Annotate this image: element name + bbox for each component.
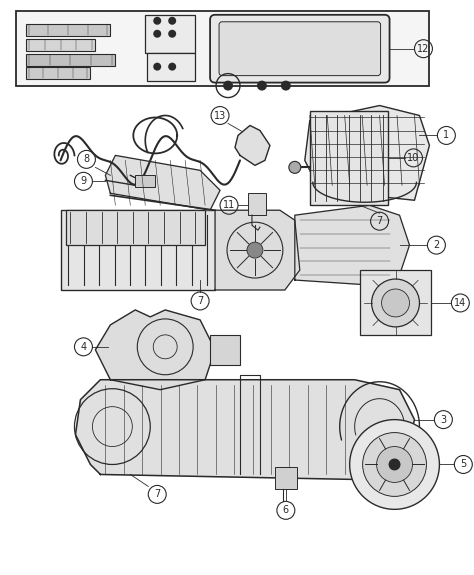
Circle shape: [153, 63, 161, 71]
FancyBboxPatch shape: [147, 53, 195, 80]
Polygon shape: [215, 210, 300, 290]
FancyBboxPatch shape: [275, 467, 297, 489]
Text: 8: 8: [83, 154, 90, 164]
Polygon shape: [95, 310, 215, 390]
FancyBboxPatch shape: [310, 110, 388, 205]
Text: 7: 7: [197, 296, 203, 306]
FancyBboxPatch shape: [65, 210, 205, 245]
Text: 1: 1: [443, 131, 449, 140]
FancyBboxPatch shape: [210, 15, 390, 83]
FancyBboxPatch shape: [145, 15, 195, 53]
Text: 11: 11: [223, 200, 235, 210]
FancyBboxPatch shape: [135, 175, 155, 187]
FancyBboxPatch shape: [248, 193, 266, 215]
Circle shape: [168, 17, 176, 25]
FancyBboxPatch shape: [26, 24, 110, 36]
Polygon shape: [305, 106, 429, 200]
Text: 10: 10: [407, 153, 419, 163]
Circle shape: [257, 81, 267, 91]
Polygon shape: [235, 125, 270, 166]
Text: 6: 6: [283, 505, 289, 515]
FancyBboxPatch shape: [219, 22, 381, 76]
Text: 7: 7: [376, 216, 383, 226]
FancyBboxPatch shape: [26, 53, 115, 66]
Polygon shape: [105, 155, 220, 210]
Polygon shape: [75, 380, 414, 480]
Polygon shape: [295, 205, 410, 285]
Circle shape: [168, 30, 176, 38]
Circle shape: [289, 162, 301, 173]
Text: 7: 7: [154, 489, 160, 500]
Text: 3: 3: [440, 415, 447, 424]
FancyBboxPatch shape: [61, 210, 215, 290]
Text: 12: 12: [417, 44, 429, 53]
Text: 4: 4: [81, 342, 87, 352]
Circle shape: [382, 289, 410, 317]
FancyBboxPatch shape: [210, 335, 240, 365]
FancyBboxPatch shape: [26, 67, 91, 79]
Circle shape: [281, 81, 291, 91]
Circle shape: [247, 242, 263, 258]
Text: 14: 14: [454, 298, 466, 308]
Circle shape: [153, 17, 161, 25]
FancyBboxPatch shape: [16, 11, 429, 86]
Circle shape: [372, 279, 419, 327]
Circle shape: [350, 420, 439, 509]
Circle shape: [376, 447, 412, 482]
Circle shape: [223, 81, 233, 91]
Circle shape: [389, 458, 401, 470]
Circle shape: [363, 432, 427, 496]
Circle shape: [168, 63, 176, 71]
FancyBboxPatch shape: [26, 39, 95, 51]
Text: 9: 9: [81, 177, 87, 186]
Text: 13: 13: [214, 110, 226, 121]
Text: 5: 5: [460, 459, 466, 469]
Text: 2: 2: [433, 240, 439, 250]
FancyBboxPatch shape: [360, 270, 431, 335]
Circle shape: [153, 30, 161, 38]
